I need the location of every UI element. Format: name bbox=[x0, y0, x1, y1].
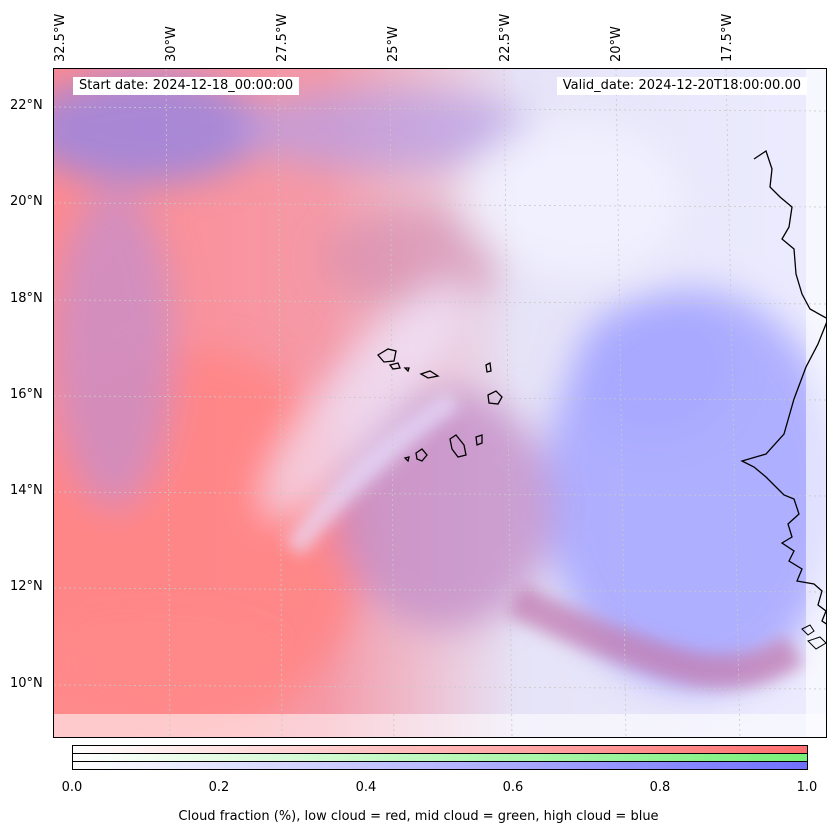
gridline-lon bbox=[277, 69, 283, 737]
start-date-label: Start date: 2024-12-18_00:00:00 bbox=[73, 77, 300, 95]
colorbar-tick: 0.6 bbox=[502, 780, 524, 795]
island-sal bbox=[485, 362, 492, 373]
gridline-lat bbox=[54, 395, 826, 401]
gridline-lat bbox=[54, 491, 826, 497]
colorbar-mid-cloud bbox=[72, 753, 808, 762]
colorbar-label: Cloud fraction (%), low cloud = red, mid… bbox=[178, 809, 659, 824]
gridline-lat bbox=[54, 587, 826, 593]
island-santiago bbox=[449, 434, 467, 458]
colorbar-low-cloud bbox=[72, 745, 808, 754]
island-brava bbox=[403, 456, 410, 463]
cape-verde-islands bbox=[377, 348, 503, 463]
gridline-lat bbox=[54, 202, 826, 208]
lon-label: 17.5°W bbox=[720, 13, 735, 62]
gridline-lon bbox=[165, 69, 171, 737]
island-santo-antao bbox=[377, 348, 397, 363]
cloud-band-south bbox=[506, 583, 805, 689]
island-boa-vista bbox=[487, 390, 503, 405]
colorbar-tick: 0.8 bbox=[649, 780, 671, 795]
clear-patch-center bbox=[262, 281, 466, 517]
gridline-lon bbox=[389, 69, 395, 737]
colorbar-tick: 0.0 bbox=[61, 780, 83, 795]
domain-edge-bottom bbox=[54, 714, 826, 737]
lat-label: 10°N bbox=[10, 676, 43, 691]
lat-label: 12°N bbox=[10, 579, 43, 594]
valid-date-label: Valid_date: 2024-12-20T18:00:00.00 bbox=[556, 77, 807, 95]
lon-label: 22.5°W bbox=[498, 13, 513, 62]
colorbar-tick: 1.0 bbox=[796, 780, 818, 795]
lon-label: 32.5°W bbox=[53, 13, 68, 62]
lat-label: 16°N bbox=[10, 387, 43, 402]
africa-coastline-north bbox=[753, 149, 826, 319]
island-santa-luzia bbox=[403, 367, 410, 373]
high-cloud-patch-northwest bbox=[54, 74, 264, 184]
gridline-lat bbox=[54, 684, 826, 690]
lat-label: 20°N bbox=[10, 194, 43, 209]
gridline-lat bbox=[54, 299, 826, 305]
lon-label: 20°W bbox=[609, 26, 624, 62]
colorbar-tick: 0.4 bbox=[355, 780, 377, 795]
africa-coastline bbox=[740, 322, 826, 625]
island-maio bbox=[475, 434, 483, 446]
coastal-island bbox=[807, 636, 826, 650]
lon-label: 30°W bbox=[164, 26, 179, 62]
map-frame[interactable]: Start date: 2024-12-18_00:00:00 Valid_da… bbox=[53, 68, 827, 738]
gridlines bbox=[54, 69, 826, 737]
gridline-lon bbox=[503, 69, 513, 737]
lat-label: 22°N bbox=[10, 98, 43, 113]
domain-edge-right bbox=[806, 69, 826, 737]
island-sao-vicente bbox=[388, 362, 401, 370]
low-cloud-patch-southwest bbox=[54, 619, 304, 737]
gridline-lat bbox=[54, 106, 826, 112]
gridline-lon bbox=[725, 69, 741, 737]
colorbar-tick: 0.2 bbox=[208, 780, 230, 795]
coastal-island bbox=[801, 624, 815, 636]
high-cloud-patch-east bbox=[574, 299, 734, 439]
colorbar bbox=[72, 745, 808, 770]
cloud-band-diagonal bbox=[285, 389, 461, 556]
colorbar-high-cloud bbox=[72, 761, 808, 770]
island-sao-nicolau bbox=[419, 370, 440, 379]
island-fogo bbox=[415, 448, 428, 462]
lon-label: 25°W bbox=[386, 26, 401, 62]
cloud-fraction-map bbox=[54, 69, 826, 737]
clear-patch-north bbox=[464, 119, 684, 279]
lat-label: 14°N bbox=[10, 483, 43, 498]
mixed-cloud-patch-west bbox=[54, 189, 174, 509]
gridline-lon bbox=[615, 69, 627, 737]
lat-label: 18°N bbox=[10, 291, 43, 306]
lon-label: 27.5°W bbox=[275, 13, 290, 62]
